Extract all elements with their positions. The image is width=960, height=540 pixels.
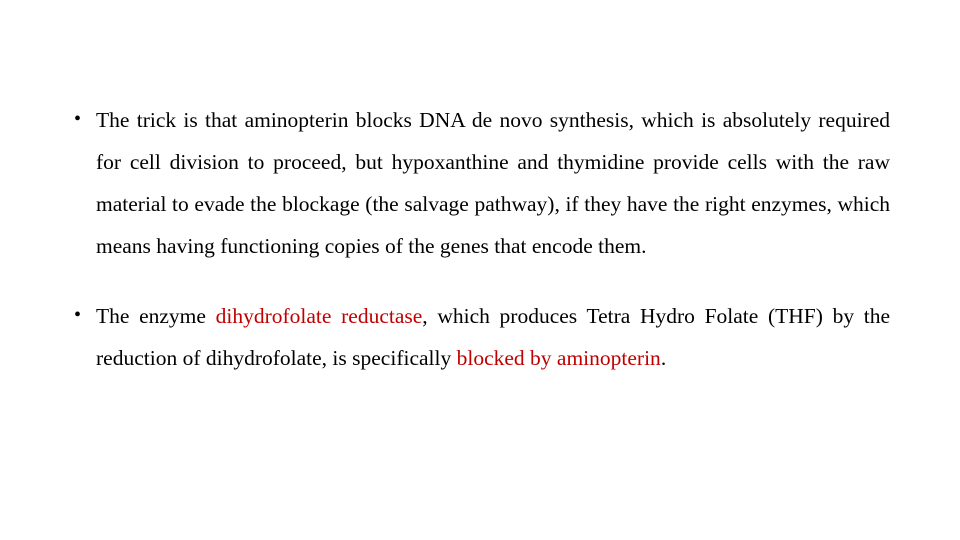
bullet-item: The enzyme dihydrofolate reductase, whic…: [70, 296, 890, 380]
bullet-text-highlight: dihydrofolate reductase: [216, 304, 423, 328]
bullet-text: .: [661, 346, 666, 370]
bullet-list: The trick is that aminopterin blocks DNA…: [70, 100, 890, 380]
bullet-text: The trick is that aminopterin blocks DNA…: [96, 108, 890, 258]
bullet-text: The enzyme: [96, 304, 216, 328]
bullet-item: The trick is that aminopterin blocks DNA…: [70, 100, 890, 268]
slide: The trick is that aminopterin blocks DNA…: [0, 0, 960, 540]
bullet-text-highlight: blocked by aminopterin: [457, 346, 661, 370]
